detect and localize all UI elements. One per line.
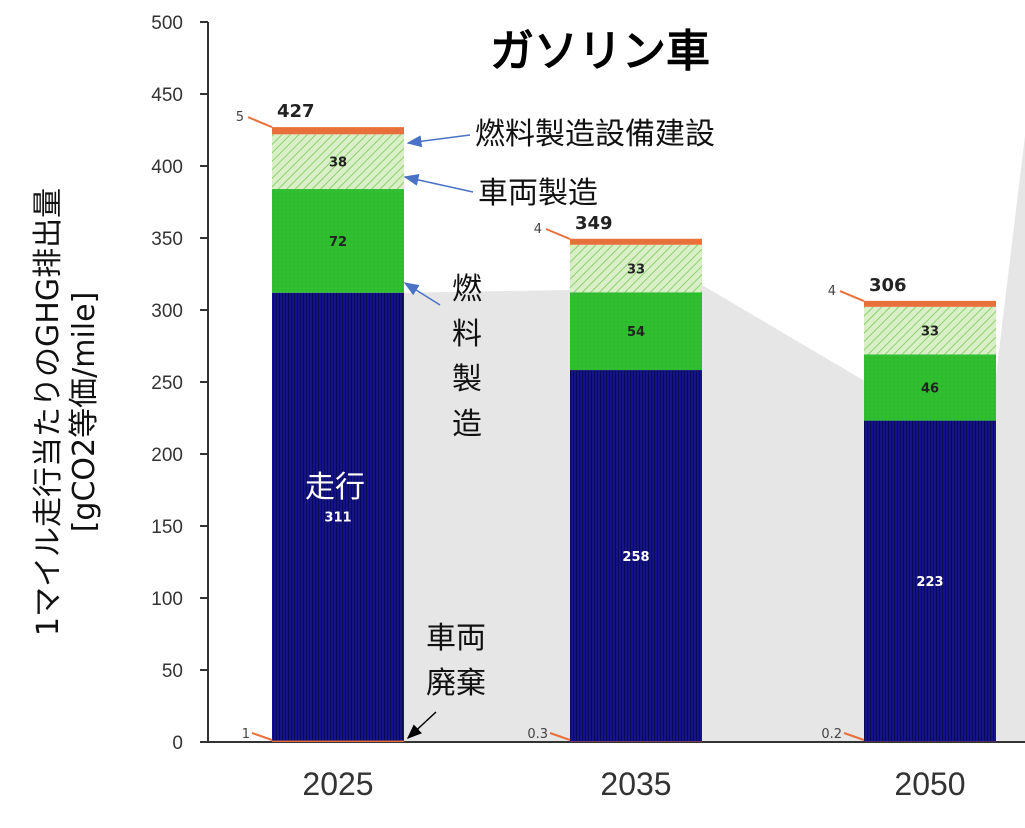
chart-title: ガソリン車 (490, 26, 710, 77)
x-tick-label: 2050 (894, 766, 965, 802)
bar-segment (272, 189, 404, 293)
segment-value-label: 38 (329, 156, 347, 171)
y-tick-label: 100 (151, 589, 183, 610)
y-tick-label: 450 (151, 85, 183, 106)
infra-leader-line (839, 290, 865, 302)
y-tick-label: 350 (151, 229, 183, 250)
svg-text:造: 造 (452, 407, 482, 442)
arrow-infra (406, 134, 471, 148)
bar-segment (864, 354, 996, 421)
annotation-fuel-mfg: 燃 料 製 造 (452, 272, 482, 442)
bar-segment (272, 127, 404, 135)
disposal-leader-line (251, 732, 273, 741)
bar-segment (864, 306, 996, 355)
y-tick-label: 400 (151, 157, 183, 178)
annotation-vehicle-mfg: 車両製造 (478, 176, 598, 211)
bar-segment (570, 292, 702, 371)
y-tick-label: 200 (151, 445, 183, 466)
y-tick-label: 50 (162, 661, 183, 682)
bars (272, 127, 996, 742)
annotation-disposal: 車両 廃棄 (426, 621, 486, 701)
segment-value-label: 54 (627, 325, 645, 340)
annotation-infra: 燃料製造設備建設 (475, 117, 715, 152)
data-labels: 311 72 38 427 5 1 258 54 33 349 4 0.3 223 46 33 306 4 0.2 (236, 101, 944, 742)
bar-segment (272, 134, 404, 190)
y-tick-label: 300 (151, 301, 183, 322)
disposal-value-label: 0.2 (821, 727, 842, 742)
svg-text:廃棄: 廃棄 (426, 666, 486, 701)
segment-value-label: 46 (921, 381, 939, 396)
total-label: 427 (277, 101, 315, 122)
y-tick-label: 500 (151, 13, 183, 34)
infra-value-label: 5 (236, 110, 244, 125)
svg-text:燃: 燃 (452, 272, 482, 307)
disposal-leader-line (549, 732, 571, 741)
svg-text:車両: 車両 (426, 621, 486, 656)
bar-segment (570, 238, 702, 245)
svg-text:製: 製 (452, 362, 482, 397)
arrow-disposal (406, 711, 437, 740)
bar-segment (570, 244, 702, 293)
bar-segment (864, 300, 996, 307)
segment-value-label: 72 (329, 235, 347, 250)
arrow-fuel-mfg (403, 282, 441, 306)
bar-segment (570, 370, 702, 742)
segment-value-label: 33 (627, 263, 645, 278)
disposal-value-label: 0.3 (527, 727, 548, 742)
annotation-driving: 走行 (305, 470, 365, 505)
y-axis: 0 50 100 150 200 250 300 350 400 450 500 2025 2035 20… (151, 13, 1025, 802)
segment-value-label: 33 (921, 325, 939, 340)
segment-value-label: 311 (324, 511, 351, 526)
y-tick-label: 250 (151, 373, 183, 394)
infra-leader-line (247, 116, 273, 129)
segment-value-label: 258 (622, 550, 649, 565)
svg-text:料: 料 (452, 317, 482, 352)
arrow-vehicle-mfg (403, 174, 474, 193)
segment-value-label: 223 (916, 575, 943, 590)
x-tick-label: 2025 (302, 766, 373, 802)
disposal-leader-line (843, 732, 865, 741)
total-label: 349 (575, 213, 613, 234)
y-axis-label: 1マイル走行当たりのGHG排出量 (31, 188, 66, 636)
y-axis-unit: [gCO2等価/mile] (67, 292, 102, 533)
infra-leader-line (545, 228, 571, 240)
infra-value-label: 4 (534, 222, 542, 237)
x-tick-label: 2035 (600, 766, 671, 802)
total-label: 306 (869, 275, 907, 296)
bar-segment (864, 420, 996, 742)
bar-segment (272, 292, 404, 741)
infra-value-label: 4 (828, 284, 836, 299)
y-tick-label: 150 (151, 517, 183, 538)
y-tick-label: 0 (172, 733, 183, 754)
disposal-value-label: 1 (242, 727, 250, 742)
